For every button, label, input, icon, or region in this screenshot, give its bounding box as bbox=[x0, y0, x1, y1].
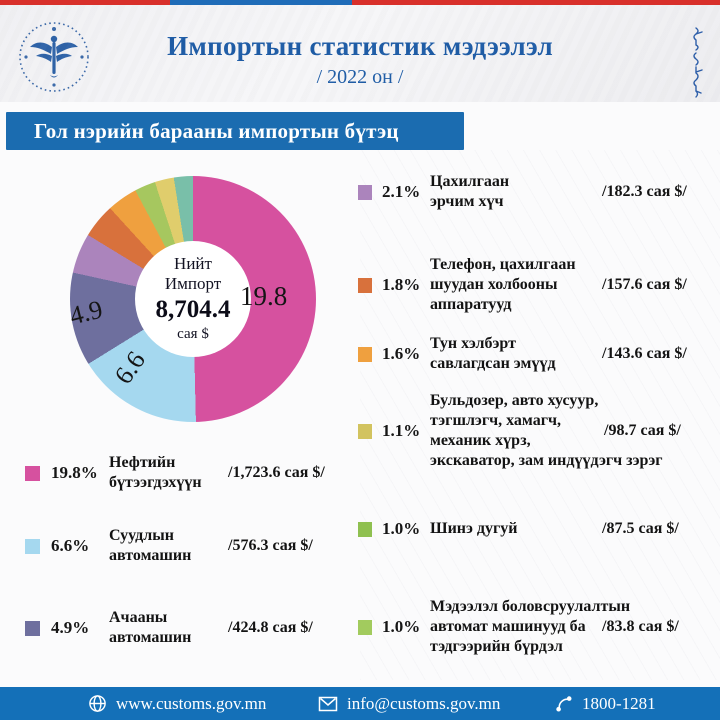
legend-chip bbox=[25, 620, 40, 636]
legend-chip bbox=[25, 465, 40, 481]
slice-label-petroleum: 19.8 bbox=[240, 281, 288, 311]
donut-center-unit: сая $ bbox=[177, 326, 209, 343]
title-block: Импортын статистик мэдээлэл / 2022 он / bbox=[0, 31, 720, 89]
legend-pct: 2.1% bbox=[382, 182, 421, 201]
legend-chip bbox=[358, 184, 372, 200]
legend-row: 1.0% Шинэ дугуй bbox=[358, 514, 590, 544]
footer-website-text: www.customs.gov.mn bbox=[116, 693, 267, 713]
legend-name: Цахилгаан эрчим хүч bbox=[430, 173, 510, 210]
legend-chip bbox=[25, 538, 40, 554]
flag-strip-blue bbox=[170, 0, 352, 5]
footer-email-link[interactable]: info@customs.gov.mn bbox=[318, 694, 500, 714]
legend-name: Тун хэлбэрт савлагдсан эмүүд bbox=[430, 335, 556, 372]
legend-row: 19.8% Нефтийн бүтээгдэхүүн bbox=[25, 450, 227, 496]
legend-name: Мэдээлэл боловсруулалтын автомат машинуу… bbox=[430, 598, 631, 655]
footer: www.customs.gov.mn info@customs.gov.mn 1… bbox=[0, 687, 720, 720]
flag-strip-red-left bbox=[0, 0, 170, 5]
legend-chip bbox=[358, 521, 372, 537]
donut-center-line1: Нийт bbox=[174, 254, 212, 274]
legend-value: /1,723.6 сая $/ bbox=[228, 464, 325, 481]
legend-row: 4.9% Ачааны автомашин bbox=[25, 605, 227, 651]
legend-value: /83.8 сая $/ bbox=[602, 618, 679, 635]
legend-pct: 19.8% bbox=[51, 463, 98, 482]
legend-pct: 1.0% bbox=[382, 617, 421, 636]
footer-phone-text: 1800-1281 bbox=[582, 693, 656, 713]
mongol-script-icon bbox=[693, 27, 703, 98]
globe-icon bbox=[89, 695, 106, 712]
mail-icon bbox=[318, 696, 338, 711]
legend-chip bbox=[358, 423, 372, 439]
phone-icon bbox=[556, 695, 572, 711]
legend-value: /143.6 сая $/ bbox=[602, 345, 687, 362]
legend-value: /87.5 сая $/ bbox=[602, 520, 679, 537]
section-banner: Гол нэрийн барааны импортын бүтэц bbox=[6, 112, 464, 150]
legend-name: Шинэ дугуй bbox=[430, 520, 518, 537]
donut-center-line2: Импорт bbox=[164, 274, 222, 293]
legend-name: Суудлын автомашин bbox=[109, 527, 192, 564]
legend-row: 1.0% Мэдээлэл боловсруулалтын автомат ма… bbox=[358, 598, 645, 656]
legend-chip bbox=[358, 277, 372, 293]
legend-value: /182.3 сая $/ bbox=[602, 183, 687, 200]
footer-phone-link[interactable]: 1800-1281 bbox=[555, 694, 656, 714]
page-subtitle: / 2022 он / bbox=[316, 66, 404, 88]
legend-row: 1.8% Телефон, цахилгаан шуудан холбооны … bbox=[358, 254, 600, 316]
footer-website-link[interactable]: www.customs.gov.mn bbox=[88, 694, 266, 714]
section-banner-title: Гол нэрийн барааны импортын бүтэц bbox=[34, 118, 399, 143]
legend-name: Ачааны автомашин bbox=[109, 609, 192, 646]
footer-email-text: info@customs.gov.mn bbox=[347, 693, 501, 713]
customs-logo-icon bbox=[19, 22, 89, 92]
legend-chip bbox=[358, 346, 372, 362]
legend-pct: 1.8% bbox=[382, 275, 421, 294]
legend-value: /98.7 сая $/ bbox=[604, 422, 681, 439]
legend-value: /576.3 сая $/ bbox=[228, 537, 313, 554]
legend-row: 1.6% Тун хэлбэрт савлагдсан эмүүд bbox=[358, 332, 590, 376]
legend-pct: 1.6% bbox=[382, 344, 421, 363]
legend-pct: 6.6% bbox=[51, 536, 90, 555]
legend-row: 1.1% Бульдозер, авто хусуур, тэгшлэгч, х… bbox=[358, 392, 680, 470]
legend-pct: 1.1% bbox=[382, 421, 421, 440]
donut-chart: Нийт Импорт 8,704.4 сая $ bbox=[70, 176, 316, 422]
donut-center: Нийт Импорт 8,704.4 сая $ bbox=[135, 241, 251, 357]
flag-strip-red-right bbox=[352, 0, 720, 5]
legend-value: /157.6 сая $/ bbox=[602, 276, 687, 293]
legend-row: 6.6% Суудлын автомашин bbox=[25, 523, 227, 569]
header: Импортын статистик мэдээлэл / 2022 он / bbox=[0, 5, 720, 102]
donut-center-total: 8,704.4 bbox=[155, 295, 231, 323]
page-title: Импортын статистик мэдээлэл bbox=[167, 31, 553, 61]
legend-name: Бульдозер, авто хусуур, тэгшлэгч, хамагч… bbox=[430, 392, 663, 469]
legend-name: Телефон, цахилгаан шуудан холбооны аппар… bbox=[430, 256, 576, 313]
legend-chip bbox=[358, 619, 372, 635]
legend-pct: 1.0% bbox=[382, 519, 421, 538]
legend-value: /424.8 сая $/ bbox=[228, 619, 313, 636]
legend-name: Нефтийн бүтээгдэхүүн bbox=[109, 454, 202, 491]
legend-pct: 4.9% bbox=[51, 618, 90, 637]
top-flag-strip bbox=[0, 0, 720, 5]
legend-row: 2.1% Цахилгаан эрчим хүч bbox=[358, 170, 590, 214]
